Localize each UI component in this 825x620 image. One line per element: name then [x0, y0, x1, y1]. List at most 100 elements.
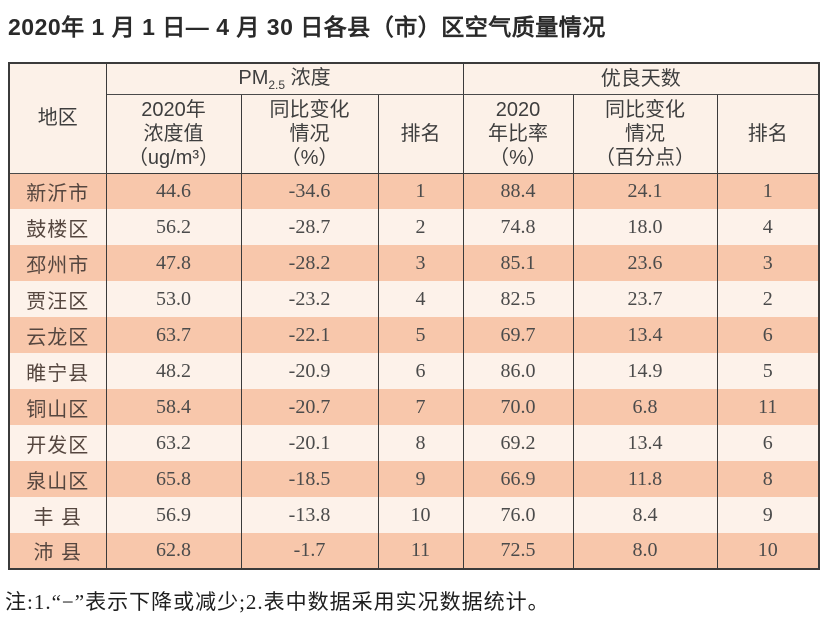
- col-header-rate: 2020 年比率 （%）: [462, 94, 574, 174]
- pm-rank-cell: 1: [377, 173, 464, 209]
- rate-cell: 72.5: [462, 533, 574, 569]
- rate-change-cell: 18.0: [572, 209, 718, 245]
- rate-cell: 69.2: [462, 425, 574, 461]
- pm-value-cell: 56.2: [105, 209, 242, 245]
- rate-rank-cell: 6: [716, 317, 820, 353]
- rate-rank-cell: 3: [716, 245, 820, 281]
- region-cell: 丰 县: [8, 497, 107, 533]
- rate-change-cell: 23.6: [572, 245, 718, 281]
- air-quality-table: 地区 PM2.5 浓度 优良天数 2020年 浓度值 （ug/m³） 同比变化 …: [8, 62, 821, 570]
- rate-change-cell: 24.1: [572, 173, 718, 209]
- pm-change-cell: -20.9: [240, 353, 379, 389]
- region-cell: 新沂市: [8, 173, 107, 209]
- pm-change-cell: -23.2: [240, 281, 379, 317]
- page-title: 2020年 1 月 1 日— 4 月 30 日各县（市）区空气质量情况: [8, 14, 606, 40]
- table-row: 新沂市 44.6 -34.6 1 88.4 24.1 1: [8, 173, 820, 209]
- table-row: 邳州市 47.8 -28.2 3 85.1 23.6 3: [8, 245, 820, 281]
- rate-rank-cell: 9: [716, 497, 820, 533]
- table-row: 沛 县 62.8 -1.7 11 72.5 8.0 10: [8, 533, 820, 569]
- rate-rank-cell: 6: [716, 425, 820, 461]
- pm-value-cell: 56.9: [105, 497, 242, 533]
- footnote: 注:1.“−”表示下降或减少;2.表中数据采用实况数据统计。: [5, 590, 550, 614]
- rate-cell: 82.5: [462, 281, 574, 317]
- table-header-group-row: 地区 PM2.5 浓度 优良天数: [8, 63, 820, 174]
- table-row: 铜山区 58.4 -20.7 7 70.0 6.8 11: [8, 389, 820, 425]
- table-row: 睢宁县 48.2 -20.9 6 86.0 14.9 5: [8, 353, 820, 389]
- pm-rank-cell: 6: [377, 353, 464, 389]
- rate-change-cell: 13.4: [572, 317, 718, 353]
- table-row: 鼓楼区 56.2 -28.7 2 74.8 18.0 4: [8, 209, 820, 245]
- col-header-pm-value: 2020年 浓度值 （ug/m³）: [105, 94, 242, 174]
- pm-value-cell: 44.6: [105, 173, 242, 209]
- rate-cell: 76.0: [462, 497, 574, 533]
- pm25-label: PM2.5 浓度: [238, 66, 331, 92]
- rate-cell: 86.0: [462, 353, 574, 389]
- pm-rank-cell: 5: [377, 317, 464, 353]
- region-cell: 泉山区: [8, 461, 107, 497]
- table-row: 丰 县 56.9 -13.8 10 76.0 8.4 9: [8, 497, 820, 533]
- table-row: 云龙区 63.7 -22.1 5 69.7 13.4 6: [8, 317, 820, 353]
- rate-change-cell: 11.8: [572, 461, 718, 497]
- pm-change-cell: -22.1: [240, 317, 379, 353]
- pm-change-cell: -28.2: [240, 245, 379, 281]
- rate-change-cell: 6.8: [572, 389, 718, 425]
- rate-cell: 88.4: [462, 173, 574, 209]
- pm25-subscript: 2.5: [268, 77, 286, 92]
- rate-rank-cell: 5: [716, 353, 820, 389]
- pm-value-cell: 47.8: [105, 245, 242, 281]
- rate-change-cell: 23.7: [572, 281, 718, 317]
- col-header-pm25-group: PM2.5 浓度: [105, 63, 464, 95]
- rate-change-cell: 13.4: [572, 425, 718, 461]
- region-cell: 睢宁县: [8, 353, 107, 389]
- pm-rank-cell: 7: [377, 389, 464, 425]
- rate-rank-cell: 2: [716, 281, 820, 317]
- col-header-pm-change: 同比变化 情况 （%）: [240, 94, 379, 174]
- region-cell: 贾汪区: [8, 281, 107, 317]
- pm-value-cell: 62.8: [105, 533, 242, 569]
- col-header-good-days-group: 优良天数: [462, 63, 820, 95]
- pm-change-cell: -28.7: [240, 209, 379, 245]
- col-header-pm-rank: 排名: [377, 94, 464, 174]
- rate-rank-cell: 10: [716, 533, 820, 569]
- rate-cell: 74.8: [462, 209, 574, 245]
- pm-change-cell: -34.6: [240, 173, 379, 209]
- pm-value-cell: 48.2: [105, 353, 242, 389]
- rate-change-cell: 8.4: [572, 497, 718, 533]
- rate-rank-cell: 11: [716, 389, 820, 425]
- pm-change-cell: -20.1: [240, 425, 379, 461]
- rate-cell: 70.0: [462, 389, 574, 425]
- col-header-rate-rank: 排名: [716, 94, 820, 174]
- table-header-sub-row: 2020年 浓度值 （ug/m³） 同比变化 情况 （%） 排名 2020 年比…: [9, 94, 820, 174]
- pm-change-cell: -20.7: [240, 389, 379, 425]
- table-row: 开发区 63.2 -20.1 8 69.2 13.4 6: [8, 425, 820, 461]
- pm-value-cell: 63.7: [105, 317, 242, 353]
- table-row: 贾汪区 53.0 -23.2 4 82.5 23.7 2: [8, 281, 820, 317]
- pm-rank-cell: 2: [377, 209, 464, 245]
- region-cell: 云龙区: [8, 317, 107, 353]
- rate-cell: 66.9: [462, 461, 574, 497]
- col-header-rate-change: 同比变化 情况 （百分点）: [572, 94, 718, 174]
- table-row: 泉山区 65.8 -18.5 9 66.9 11.8 8: [8, 461, 820, 497]
- rate-change-cell: 14.9: [572, 353, 718, 389]
- rate-cell: 69.7: [462, 317, 574, 353]
- region-cell: 开发区: [8, 425, 107, 461]
- pm-value-cell: 53.0: [105, 281, 242, 317]
- region-cell: 沛 县: [8, 533, 107, 569]
- pm-rank-cell: 11: [377, 533, 464, 569]
- pm-change-cell: -18.5: [240, 461, 379, 497]
- region-cell: 邳州市: [8, 245, 107, 281]
- pm-change-cell: -1.7: [240, 533, 379, 569]
- rate-change-cell: 8.0: [572, 533, 718, 569]
- region-cell: 鼓楼区: [8, 209, 107, 245]
- pm-rank-cell: 9: [377, 461, 464, 497]
- pm-value-cell: 63.2: [105, 425, 242, 461]
- pm-change-cell: -13.8: [240, 497, 379, 533]
- pm-value-cell: 65.8: [105, 461, 242, 497]
- pm-rank-cell: 8: [377, 425, 464, 461]
- pm-rank-cell: 10: [377, 497, 464, 533]
- rate-rank-cell: 1: [716, 173, 820, 209]
- pm-value-cell: 58.4: [105, 389, 242, 425]
- region-cell: 铜山区: [8, 389, 107, 425]
- rate-rank-cell: 8: [716, 461, 820, 497]
- rate-rank-cell: 4: [716, 209, 820, 245]
